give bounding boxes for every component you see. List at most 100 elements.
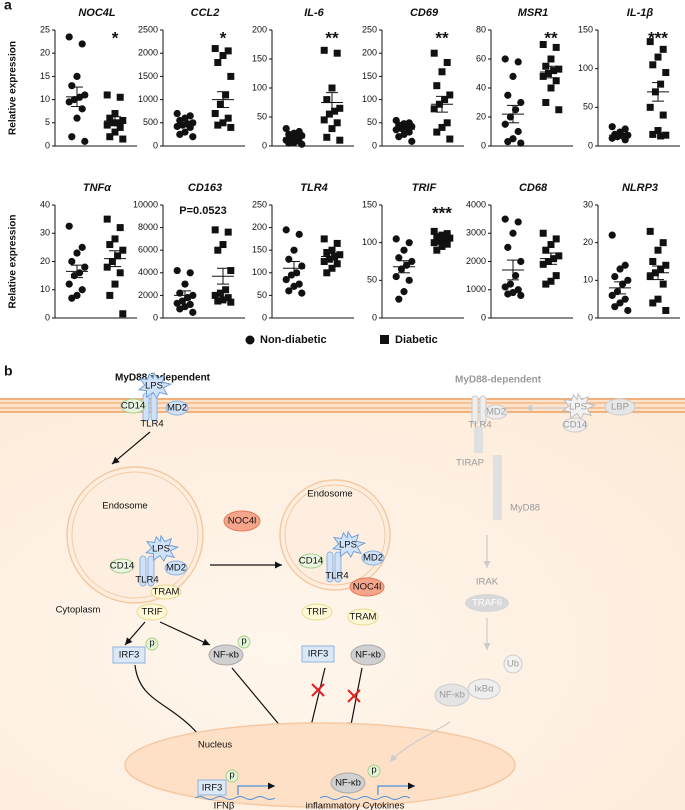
point	[611, 272, 619, 281]
point	[550, 67, 558, 75]
y-tick-label: 0	[262, 140, 267, 150]
point	[621, 136, 629, 144]
y-tick-label: 20	[583, 237, 593, 247]
label: MD2	[167, 403, 187, 414]
point	[408, 137, 416, 145]
y-tick-label: 5	[45, 117, 50, 127]
point	[176, 130, 184, 138]
point	[78, 105, 86, 113]
point	[333, 49, 341, 57]
point	[119, 135, 127, 143]
point	[662, 69, 670, 77]
point	[438, 231, 446, 239]
tram	[150, 584, 182, 600]
annotation: *	[220, 28, 227, 47]
annotation: **	[435, 28, 449, 47]
point	[654, 246, 662, 254]
label: MyD88	[510, 503, 540, 514]
point	[646, 38, 654, 46]
point	[438, 242, 446, 250]
y-tick-label: 2500	[138, 24, 158, 34]
point	[222, 286, 230, 294]
point	[320, 258, 328, 265]
point	[331, 107, 339, 115]
point	[547, 241, 555, 249]
point	[73, 249, 81, 257]
label: MD2	[166, 563, 186, 574]
point	[328, 125, 336, 133]
point	[659, 45, 667, 53]
point	[646, 103, 654, 111]
label: LPS	[145, 381, 163, 392]
point	[227, 72, 235, 80]
point	[214, 297, 222, 305]
y-tick-label: 0	[45, 312, 50, 322]
label: IRF3	[308, 649, 329, 660]
point	[333, 260, 341, 268]
point	[509, 229, 517, 237]
point	[446, 135, 454, 143]
y-tick-label: 100	[362, 94, 377, 104]
point	[336, 104, 344, 112]
arrow	[124, 621, 146, 646]
label: p	[229, 770, 234, 781]
point	[539, 260, 547, 268]
point	[539, 41, 547, 48]
point	[441, 96, 449, 104]
point	[224, 294, 232, 302]
point	[336, 136, 344, 144]
y-tick-label: 150	[252, 53, 267, 63]
chart-title: CD163	[188, 182, 222, 194]
point	[216, 100, 224, 108]
block	[311, 683, 325, 697]
point	[552, 272, 560, 280]
point	[116, 123, 124, 131]
y-tick-label: 0	[372, 312, 377, 322]
point	[514, 218, 522, 226]
point	[189, 133, 197, 141]
label: p	[149, 638, 154, 649]
point	[608, 123, 616, 131]
point	[68, 82, 76, 90]
point	[654, 295, 662, 303]
label: NF-κb	[439, 690, 465, 701]
chart-title: IL-6	[304, 7, 324, 19]
y-tick-label: 4000	[466, 199, 486, 209]
point	[68, 257, 76, 266]
point	[547, 84, 555, 92]
point	[211, 45, 219, 53]
title: MyD88-dependent	[455, 375, 542, 386]
point	[111, 128, 119, 136]
point	[504, 243, 512, 251]
y-tick-label: 50	[257, 111, 267, 121]
point	[443, 230, 451, 238]
point	[517, 98, 525, 107]
y-tick-label: 1500	[138, 71, 158, 81]
point	[111, 280, 119, 288]
md2	[165, 400, 189, 416]
receptor	[139, 555, 147, 587]
point	[542, 246, 550, 254]
point	[119, 246, 127, 254]
phospho	[237, 635, 251, 649]
point	[621, 295, 629, 303]
y-tick-label: 0	[262, 312, 267, 322]
point	[517, 139, 525, 147]
point	[608, 291, 616, 299]
point	[328, 84, 336, 92]
y-tick-label: 10	[40, 284, 50, 294]
annotation: P=0.0523	[179, 205, 226, 217]
legend-marker	[245, 335, 255, 345]
point	[504, 138, 512, 146]
y-tick-label: 150	[252, 245, 267, 255]
label: TLR4	[135, 575, 158, 586]
y-tick-label: 1000	[138, 94, 158, 104]
point	[106, 241, 114, 249]
point	[504, 91, 512, 99]
nfkb	[330, 772, 366, 794]
dna	[194, 796, 276, 800]
label: TRAM	[350, 612, 377, 623]
y-tick-label: 15	[40, 71, 50, 81]
label: p	[241, 636, 246, 647]
